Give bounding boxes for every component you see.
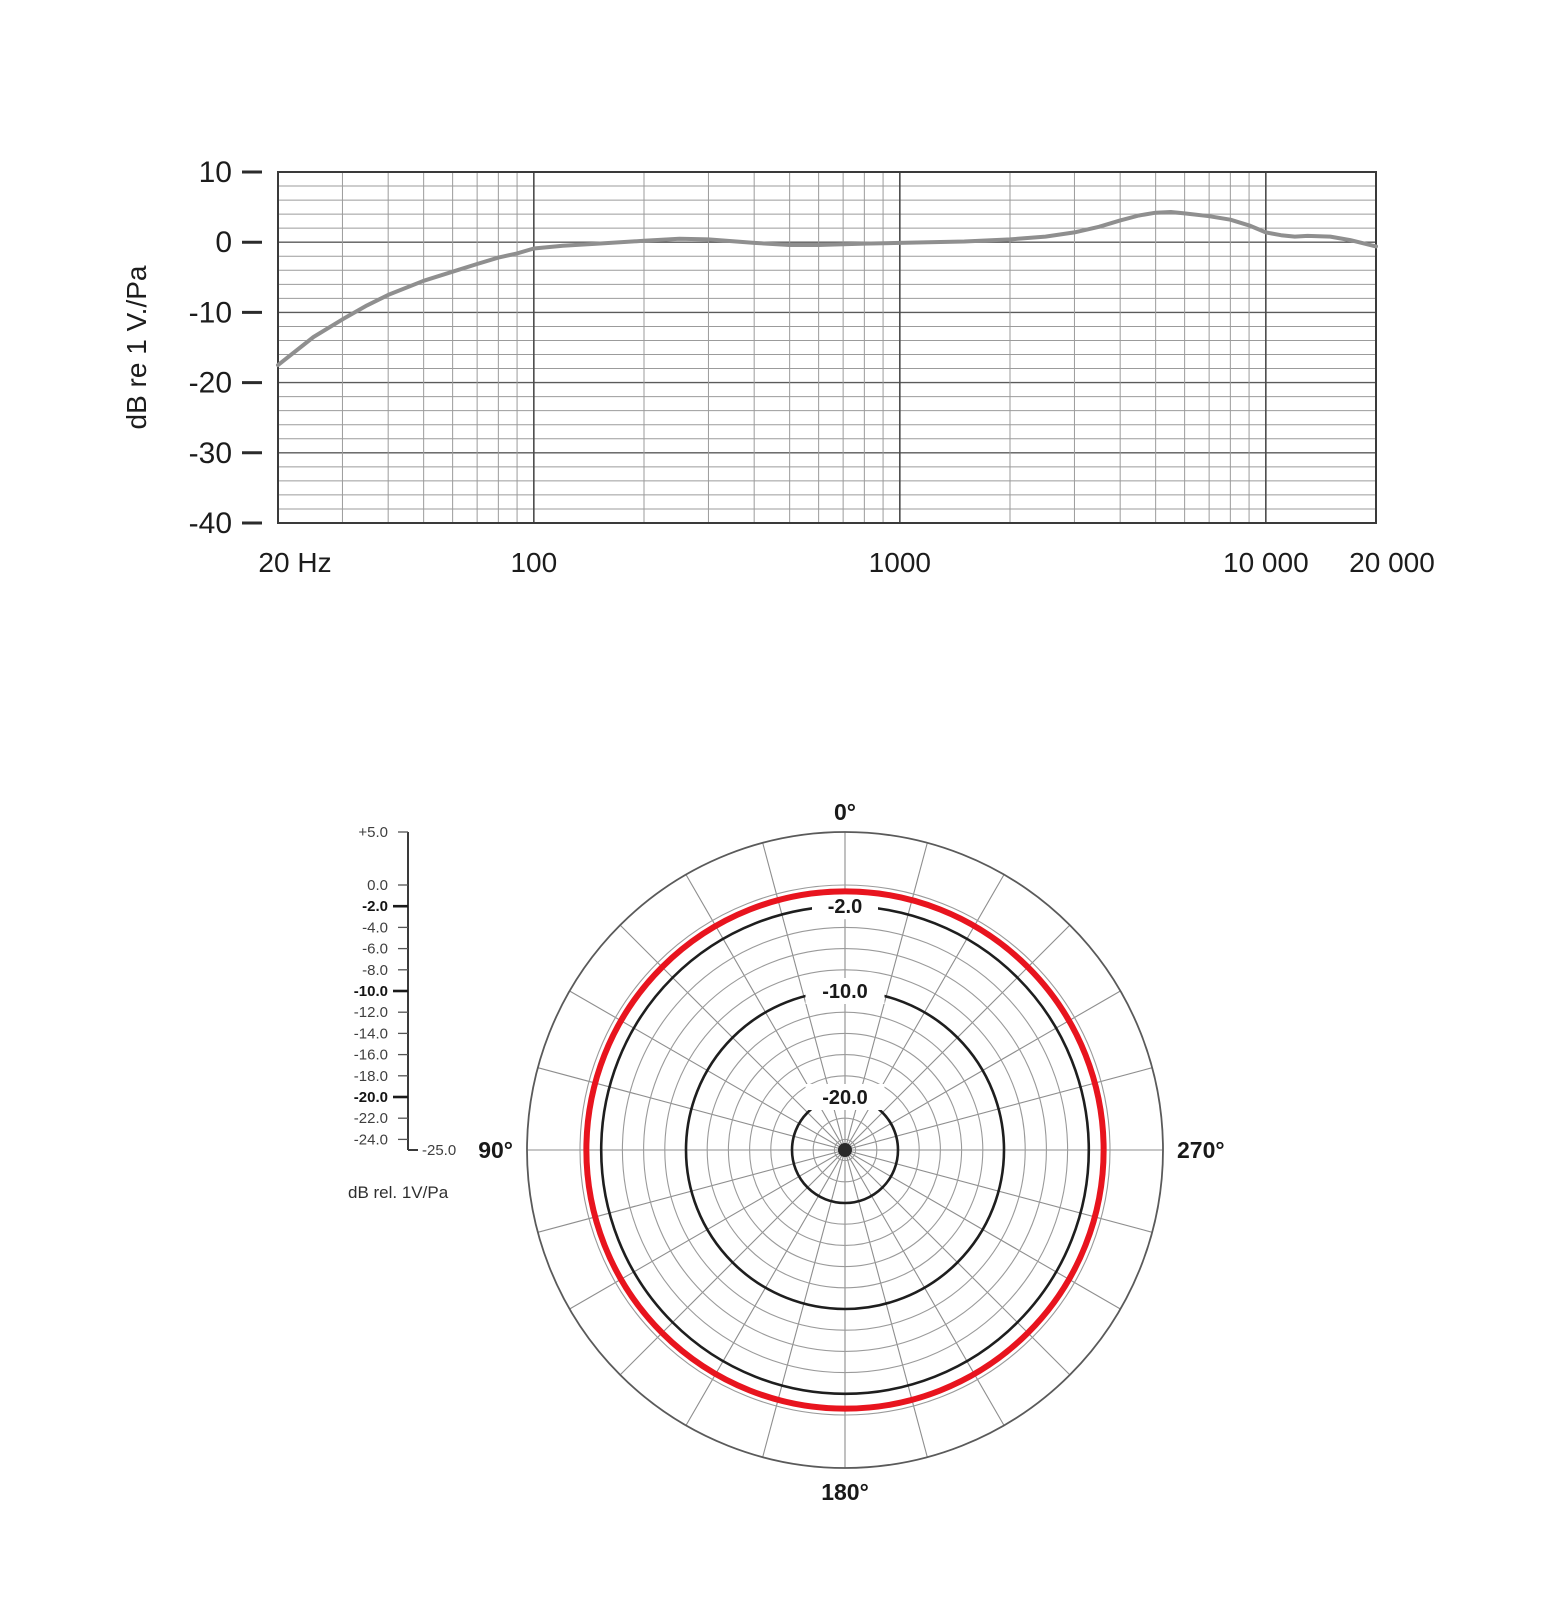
ring-label-mask: [805, 1084, 885, 1110]
scale-tick-label: -18.0: [354, 1068, 388, 1085]
ring-label: -2.0: [828, 896, 862, 918]
scale-tick-label: -12.0: [354, 1004, 388, 1021]
scale-tick-label: -14.0: [354, 1025, 388, 1042]
polar-ring: [770, 1075, 920, 1225]
scale-tick-label: -22.0: [354, 1110, 388, 1127]
angle-label: 0°: [834, 799, 856, 825]
scale-tick-label: +5.0: [358, 824, 388, 841]
polar-ring: [579, 884, 1111, 1416]
x-tick-label: 20 Hz: [258, 547, 331, 578]
polar-outer-circle: [526, 831, 1164, 1469]
scale-tick-label: -2.0: [362, 898, 388, 915]
x-tick-label: 1000: [869, 547, 931, 578]
y-tick-label: -30: [189, 437, 232, 470]
scale-tick-label: -16.0: [354, 1047, 388, 1064]
polar-ring: [727, 1032, 963, 1268]
y-tick-label: 10: [199, 156, 232, 189]
x-tick-label: 10 000: [1223, 547, 1309, 578]
scale-unit-label: dB rel. 1V/Pa: [348, 1183, 449, 1202]
polar-ring: [812, 1117, 878, 1183]
y-tick-label: -20: [189, 367, 232, 400]
ring-label-mask: [812, 893, 878, 920]
angle-label: 180°: [821, 1479, 869, 1505]
polar-ring: [643, 948, 1047, 1352]
ring-label-mask: [805, 978, 885, 1004]
scale-tick-label: 0.0: [367, 877, 388, 894]
polar-center-dot: [838, 1143, 852, 1157]
polar-ring: [749, 1054, 941, 1246]
x-tick-label: 20 000: [1349, 547, 1435, 578]
scale-tick-label: -24.0: [354, 1131, 388, 1148]
polar-pattern-chart: -2.0 -10.0 -20.0 0° 90° 270° 180° +5.0 0.0 -2.0 -4…: [348, 799, 1225, 1505]
y-tick-label: -40: [189, 507, 232, 540]
polar-ring: [833, 1138, 857, 1162]
x-tick-label: 100: [510, 547, 557, 578]
grid: [278, 172, 1376, 523]
plot-frame: [277, 171, 1377, 524]
polar-ring: [664, 969, 1026, 1331]
scale-tick-label: -10.0: [354, 983, 388, 1000]
pattern-curve: [583, 888, 1107, 1412]
angle-label: 270°: [1177, 1137, 1225, 1163]
scale-min-label: -25.0: [422, 1142, 456, 1159]
scale-tick-label: -4.0: [362, 919, 388, 936]
scale-tick-label: -6.0: [362, 941, 388, 958]
polar-ring: [621, 926, 1069, 1374]
angle-label: 90°: [478, 1137, 513, 1163]
scale-tick-label: -8.0: [362, 962, 388, 979]
polar-ring: [706, 1011, 984, 1289]
y-tick-label: 0: [215, 226, 232, 259]
y-tick-label: -10: [189, 296, 232, 329]
y-axis-title: dB re 1 V./Pa: [121, 265, 152, 429]
scale-tick-label: -20.0: [354, 1089, 388, 1106]
response-curve: [276, 210, 1378, 368]
ring-label: -10.0: [822, 981, 868, 1003]
ring-label: -20.0: [822, 1087, 868, 1109]
